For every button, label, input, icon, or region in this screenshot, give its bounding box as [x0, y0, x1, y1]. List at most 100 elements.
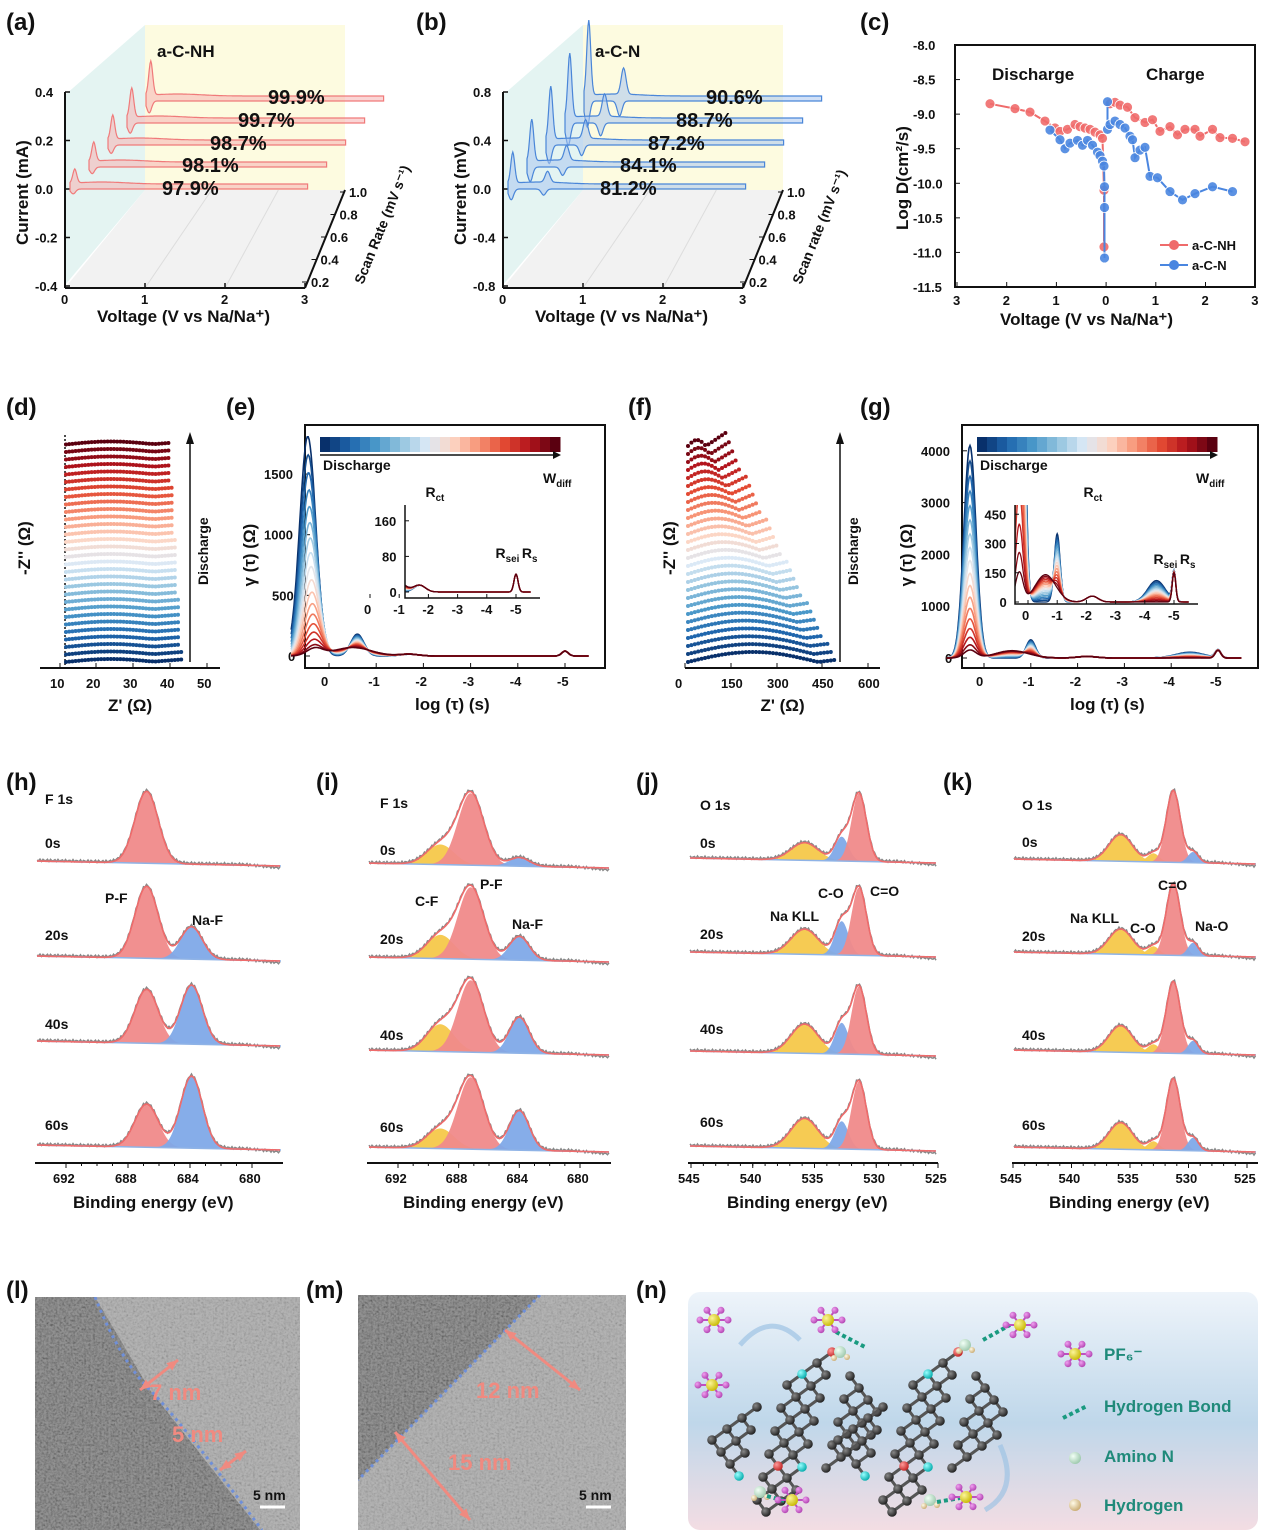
impedance-point: [134, 515, 139, 520]
impedance-point: [163, 441, 168, 446]
impedance-point: [115, 477, 120, 482]
impedance-point: [150, 449, 155, 454]
impedance-point: [86, 477, 91, 482]
impedance-point: [160, 494, 164, 499]
impedance-point: [115, 619, 120, 624]
impedance-point: [706, 525, 711, 530]
y-tick-label: -0.2: [35, 231, 57, 246]
impedance-point: [808, 651, 813, 656]
impedance-point: [96, 499, 100, 504]
impedance-point: [703, 454, 707, 459]
impedance-point: [112, 507, 116, 512]
impedance-point: [112, 567, 116, 572]
impedance-point: [723, 532, 728, 537]
impedance-point: [83, 643, 88, 648]
x-axis-label: Voltage (V vs Na/Na⁺): [535, 307, 708, 326]
impedance-point: [67, 599, 72, 604]
impedance-point: [115, 642, 120, 647]
impedance-point: [169, 493, 174, 498]
impedance-point: [128, 530, 132, 535]
impedance-point: [692, 577, 697, 582]
impedance-point: [720, 444, 724, 449]
impedance-point: [80, 635, 84, 640]
impedance-point: [703, 447, 707, 452]
impedance-point: [137, 545, 142, 550]
impedance-point: [153, 449, 158, 454]
impedance-point: [64, 660, 68, 664]
impedance-point: [709, 589, 714, 594]
impedance-point: [160, 569, 164, 574]
impedance-point: [150, 629, 155, 634]
impedance-point: [67, 569, 72, 574]
impedance-point: [108, 642, 113, 647]
impedance-point: [706, 590, 711, 595]
impedance-point: [144, 621, 148, 626]
impedance-point: [750, 642, 755, 647]
impedance-point: [788, 646, 792, 651]
impedance-point: [784, 586, 789, 591]
impedance-point: [774, 600, 779, 605]
impedance-point: [83, 590, 88, 595]
impedance-point: [83, 485, 88, 490]
impedance-point: [754, 511, 758, 516]
fluorine-atom: [715, 1391, 723, 1399]
impedance-point: [720, 481, 724, 486]
x-tick-label: 0: [61, 292, 68, 307]
impedance-point: [86, 507, 91, 512]
impedance-point: [726, 517, 731, 522]
impedance-point: [92, 462, 97, 467]
fit-envelope: [369, 790, 610, 869]
impedance-point: [150, 651, 155, 656]
impedance-point: [112, 439, 116, 444]
impedance-point: [134, 583, 139, 588]
impedance-point: [112, 619, 116, 624]
impedance-point: [102, 499, 107, 504]
fluorine-atom: [1064, 1360, 1072, 1368]
impedance-point: [121, 612, 126, 617]
y-tick-label: -0.4: [473, 231, 496, 246]
impedance-point: [73, 486, 78, 491]
impedance-point: [150, 554, 155, 559]
impedance-point: [703, 656, 707, 661]
data-point-a-C-N: [1207, 181, 1218, 193]
impedance-point: [726, 547, 731, 552]
impedance-point: [150, 599, 155, 604]
impedance-point: [73, 629, 78, 634]
impedance-point: [156, 591, 161, 596]
impedance-point: [137, 455, 142, 460]
impedance-point: [121, 649, 126, 654]
impedance-point: [709, 450, 714, 455]
impedance-point: [160, 591, 164, 596]
impedance-point: [720, 596, 724, 601]
impedance-point: [757, 519, 762, 524]
impedance-point: [64, 532, 68, 537]
impedance-point: [733, 602, 738, 607]
sputter-time-label: 40s: [380, 1027, 404, 1043]
impedance-point: [703, 461, 707, 466]
impedance-point: [172, 538, 177, 543]
impedance-point: [92, 559, 97, 564]
impedance-point: [774, 629, 779, 634]
impedance-point: [703, 477, 707, 482]
coulombic-efficiency-label: 90.6%: [706, 87, 763, 109]
impedance-point: [692, 529, 697, 534]
inset-curves: [1015, 505, 1189, 603]
impedance-point: [808, 609, 813, 614]
impedance-point: [726, 503, 731, 508]
impedance-point: [80, 538, 84, 543]
impedance-point: [96, 529, 100, 534]
impedance-point: [134, 500, 139, 505]
y-tick-label: -11.0: [913, 245, 942, 260]
impedance-point: [709, 597, 714, 602]
impedance-point: [131, 605, 136, 610]
coulombic-efficiency-label: 88.7%: [676, 110, 733, 132]
impedance-point: [709, 557, 714, 562]
impedance-point: [128, 447, 132, 452]
impedance-point: [128, 642, 132, 647]
z-tick-label: 1.0: [349, 185, 367, 200]
impedance-point: [703, 567, 707, 572]
carbon-atom: [866, 1448, 876, 1458]
phosphorus-atom: [706, 1379, 718, 1391]
impedance-point: [124, 634, 129, 639]
carbon-atom: [926, 1404, 936, 1414]
